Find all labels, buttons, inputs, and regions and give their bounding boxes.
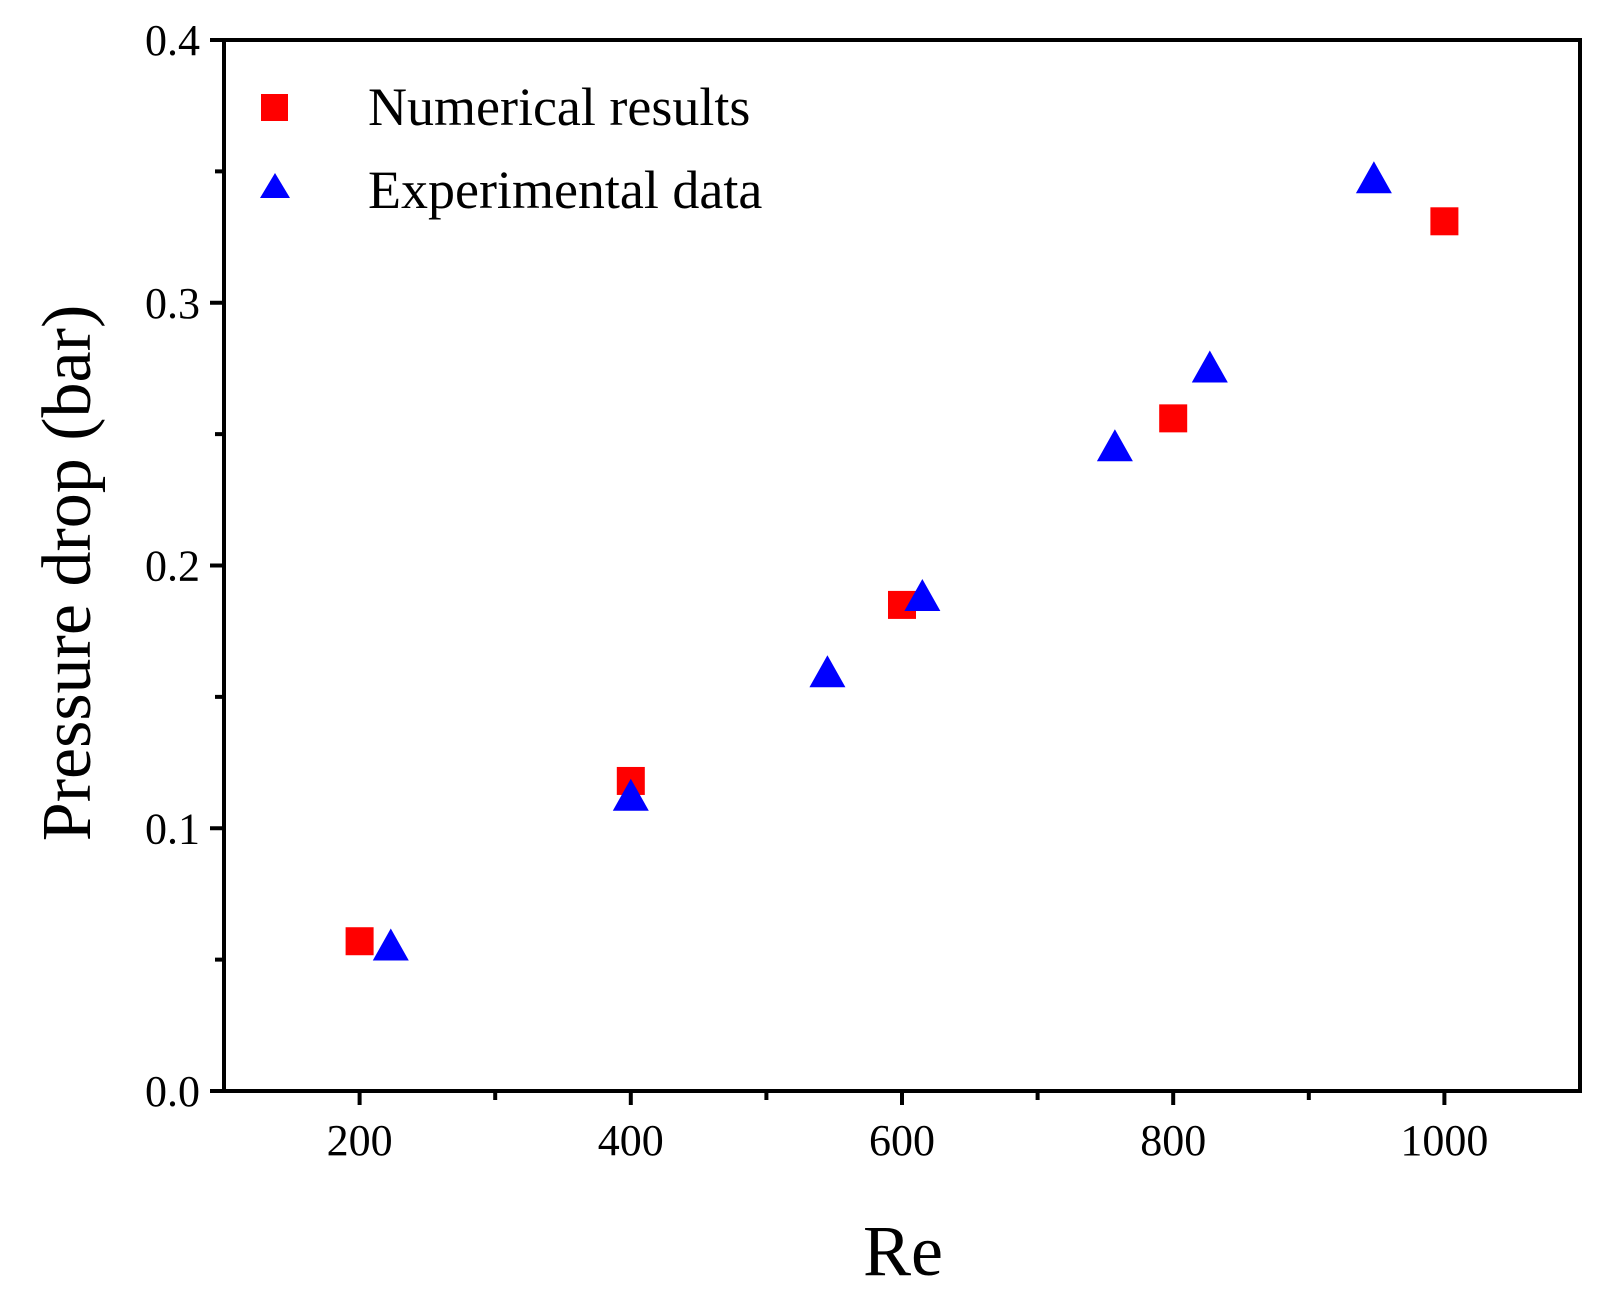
x-tick-label: 400 bbox=[598, 1116, 664, 1165]
x-tick-label: 1000 bbox=[1400, 1116, 1488, 1165]
numerical-result-point bbox=[1430, 207, 1459, 236]
numerical-result-point bbox=[1159, 404, 1188, 433]
legend-label-numerical: Numerical results bbox=[368, 77, 750, 137]
experimental-data-point bbox=[904, 579, 941, 612]
legend-marker-numerical bbox=[261, 94, 288, 121]
y-tick-label: 0.3 bbox=[145, 279, 200, 328]
y-tick-label: 0.4 bbox=[145, 16, 200, 65]
experimental-data-point bbox=[809, 655, 846, 688]
x-axis-title: Re bbox=[863, 1211, 943, 1291]
numerical-result-point bbox=[345, 927, 374, 956]
y-tick-label: 0.0 bbox=[145, 1067, 200, 1116]
experimental-data-point bbox=[372, 928, 409, 961]
y-tick-label: 0.1 bbox=[145, 804, 200, 853]
legend-label-experimental: Experimental data bbox=[368, 160, 762, 220]
y-axis-title: Pressure drop (bar) bbox=[29, 305, 106, 841]
x-tick-label: 200 bbox=[327, 1116, 393, 1165]
y-tick-label: 0.2 bbox=[145, 542, 200, 591]
x-tick-label: 800 bbox=[1140, 1116, 1206, 1165]
experimental-data-point bbox=[1191, 350, 1228, 383]
y-axis-ticks: 0.0 0.1 0.2 0.3 0.4 bbox=[145, 16, 224, 1116]
x-tick-label: 600 bbox=[869, 1116, 935, 1165]
experimental-data-point bbox=[612, 778, 649, 811]
experimental-data-point bbox=[1096, 429, 1133, 462]
x-axis-ticks: 200 400 600 800 1000 bbox=[327, 1091, 1488, 1165]
data-points bbox=[345, 161, 1459, 961]
legend-marker-experimental bbox=[260, 173, 290, 198]
experimental-data-point bbox=[1355, 161, 1392, 194]
legend: Numerical results Experimental data bbox=[260, 77, 762, 220]
